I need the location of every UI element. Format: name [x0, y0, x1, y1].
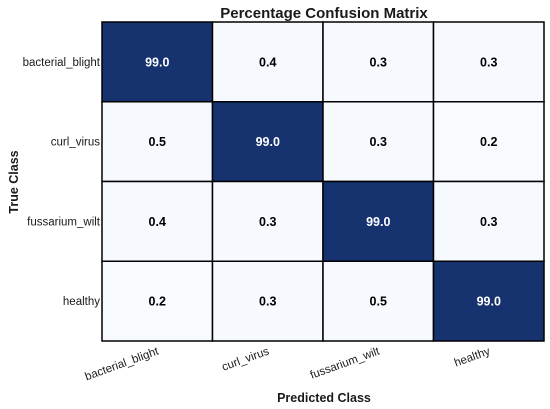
heatmap-cell-labels: 99.0 0.4 0.3 0.3 0.5 99.0 0.3 0.2 0.4 0.3 99.0 0.3 0…: [145, 55, 501, 308]
heatmap-cell-2-3: [432, 180, 545, 262]
cell-value-label-2-2: 99.0: [366, 215, 390, 229]
cell-value-label-0-1: 0.4: [259, 55, 276, 69]
x-tick-label-healthy: healthy: [453, 345, 492, 369]
heatmap-cell-0-1: [211, 21, 324, 103]
cell-value-label-3-0: 0.2: [149, 295, 166, 309]
cell-value-label-0-2: 0.3: [370, 55, 387, 69]
cell-value-label-1-3: 0.2: [480, 135, 497, 149]
cell-value-label-3-1: 0.3: [259, 295, 276, 309]
chart-title: Percentage Confusion Matrix: [220, 5, 428, 22]
x-axis-label: Predicted Class: [277, 391, 371, 405]
cell-value-label-0-3: 0.3: [480, 55, 497, 69]
y-tick-label-curl-virus: curl_virus: [51, 137, 100, 149]
cell-value-label-2-0: 0.4: [149, 215, 166, 229]
cell-value-label-3-2: 0.5: [370, 295, 387, 309]
cell-value-label-1-0: 0.5: [149, 135, 166, 149]
x-tick-label-fussarium-wilt: fussarium_wilt: [309, 345, 382, 381]
heatmap-cell-2-1: [211, 180, 324, 262]
cell-value-label-3-3: 99.0: [477, 295, 501, 309]
y-axis-tick-labels: bacterial_blight curl_virus fussarium_wilt…: [23, 57, 101, 308]
y-tick-label-healthy: healthy: [63, 296, 100, 308]
x-tick-label-bacterial-blight: bacterial_blight: [83, 345, 161, 383]
cell-value-label-1-1: 99.0: [256, 135, 280, 149]
cell-value-label-2-1: 0.3: [259, 215, 276, 229]
cell-value-label-2-3: 0.3: [480, 215, 497, 229]
y-tick-label-bacterial-blight: bacterial_blight: [23, 57, 101, 69]
x-axis-tick-labels: bacterial_blight curl_virus fussarium_wilt…: [83, 345, 492, 383]
heatmap-cells: [101, 21, 545, 342]
y-axis-label: True Class: [7, 150, 21, 213]
cell-value-label-0-0: 99.0: [145, 55, 169, 69]
x-tick-label-curl-virus: curl_virus: [220, 345, 271, 373]
heatmap-cell-1-3: [432, 101, 545, 183]
y-tick-label-fussarium-wilt: fussarium_wilt: [27, 216, 101, 228]
heatmap-cell-0-2: [322, 21, 435, 103]
heatmap-cell-1-1: [211, 101, 324, 183]
cell-value-label-1-2: 0.3: [370, 135, 387, 149]
heatmap-cell-0-0: [101, 21, 214, 103]
heatmap-cell-0-3: [432, 21, 545, 103]
heatmap-cell-3-3: [432, 260, 545, 342]
heatmap-cell-3-0: [101, 260, 214, 342]
heatmap-cell-3-1: [211, 260, 324, 342]
